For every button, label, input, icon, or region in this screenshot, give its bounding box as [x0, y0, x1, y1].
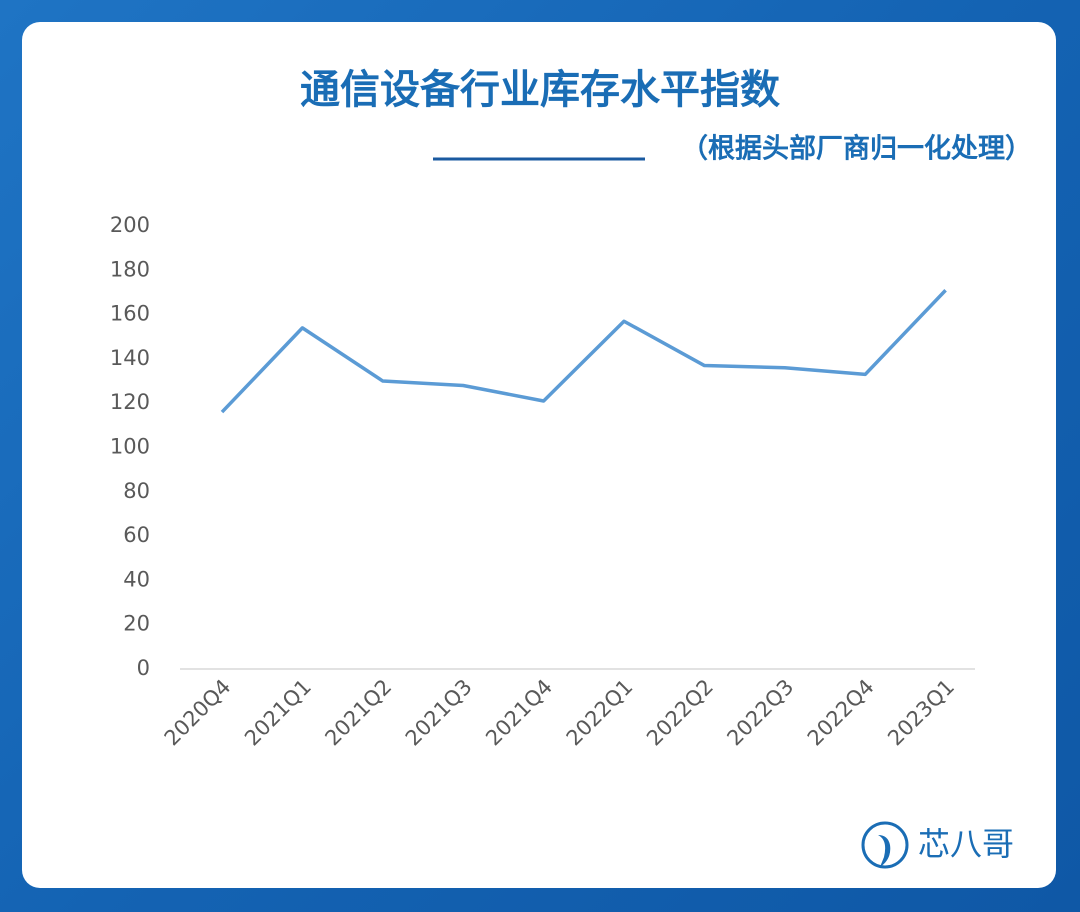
- y-tick-label: 100: [110, 435, 150, 459]
- y-tick-label: 0: [137, 656, 150, 680]
- y-tick-label: 80: [123, 479, 150, 503]
- chart-title: 通信设备行业库存水平指数: [300, 67, 780, 113]
- brand-text: 芯八哥: [918, 825, 1014, 863]
- y-tick-label: 160: [110, 302, 150, 326]
- data-line: [220, 289, 947, 414]
- y-tick-label: 140: [110, 346, 150, 370]
- y-tick-label: 200: [110, 213, 150, 237]
- brand-logo: 芯八哥: [861, 821, 1014, 869]
- y-tick-label: 40: [123, 567, 150, 591]
- y-tick-label: 60: [123, 523, 150, 547]
- card: [22, 22, 1056, 888]
- y-tick-label: 120: [110, 390, 150, 414]
- chart-subtitle: （根据头部厂商归一化处理）: [681, 133, 1032, 165]
- y-tick-label: 180: [110, 257, 150, 281]
- y-tick-label: 20: [123, 612, 150, 636]
- brand-icon: [861, 821, 909, 869]
- brand-bird: [878, 835, 891, 867]
